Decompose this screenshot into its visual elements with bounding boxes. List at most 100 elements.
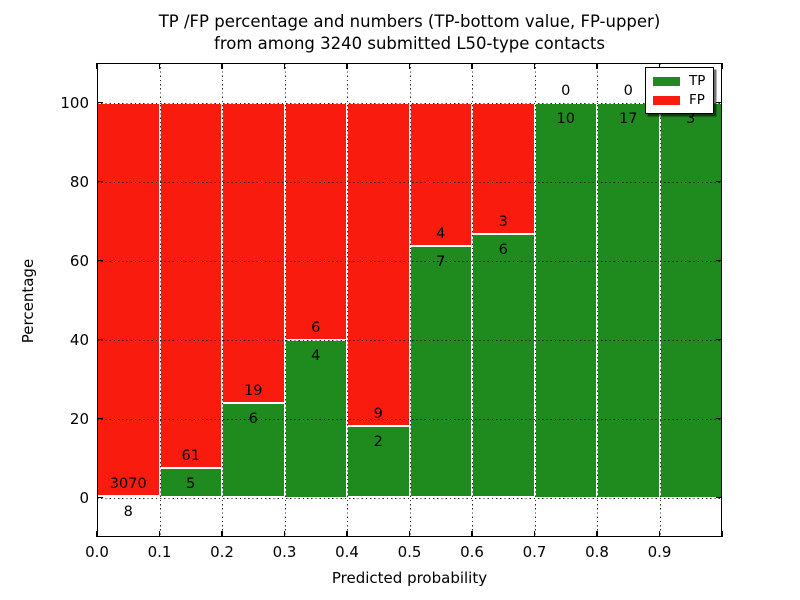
- bar-label-tp: 6: [248, 410, 258, 427]
- y-tick-mark-right: [716, 496, 722, 499]
- bar-label-fp: 0: [561, 82, 571, 99]
- y-tick-mark: [97, 417, 103, 420]
- y-tick-mark-right: [716, 338, 722, 341]
- y-tick-mark: [97, 259, 103, 262]
- plot-area: [97, 63, 722, 537]
- gridline-horizontal: [97, 497, 722, 499]
- x-tick-mark: [283, 531, 286, 537]
- y-tick-label: 0: [79, 488, 89, 507]
- y-tick-label: 40: [69, 330, 89, 349]
- gridline-horizontal: [97, 260, 722, 262]
- bar-label-tp: 2: [373, 433, 383, 450]
- bar-segment-tp: [534, 102, 597, 498]
- bar-label-tp: 3: [686, 110, 696, 127]
- gridline-vertical: [284, 63, 286, 537]
- bar-segment-tp: [597, 102, 660, 498]
- gridline-vertical: [222, 63, 223, 537]
- bar-label-fp: 6: [311, 319, 321, 336]
- x-tick-mark: [158, 531, 161, 537]
- legend-label-fp: FP: [689, 92, 705, 108]
- bar-group: [347, 63, 410, 537]
- y-tick-mark: [97, 338, 103, 341]
- x-tick-label: 0.7: [522, 543, 547, 561]
- x-tick-mark-top: [158, 63, 161, 69]
- bar-group: [534, 63, 597, 537]
- y-tick-label: 60: [69, 251, 89, 270]
- bar-label-tp: 6: [498, 242, 508, 259]
- bar-segment-fp: [97, 102, 160, 497]
- x-tick-label: 0.8: [585, 543, 609, 561]
- x-tick-mark: [471, 531, 473, 537]
- y-tick-mark-right: [716, 101, 722, 104]
- x-tick-mark: [721, 531, 723, 537]
- gridline-horizontal: [97, 102, 722, 104]
- gridline-vertical: [472, 63, 473, 537]
- bar-group: [284, 63, 347, 537]
- y-tick-mark-right: [716, 259, 722, 262]
- y-tick-mark-right: [716, 180, 722, 183]
- y-tick-label: 80: [69, 172, 89, 191]
- x-tick-label: 0.0: [85, 543, 109, 561]
- bar-label-fp: 19: [244, 382, 263, 399]
- bar-label-fp: 0: [623, 82, 633, 99]
- x-tick-label: 0.5: [397, 543, 422, 561]
- chart-title-line2: from among 3240 submitted L50-type conta…: [214, 34, 605, 53]
- x-tick-mark-top: [346, 63, 348, 69]
- bar-group: [159, 63, 222, 537]
- bar-group: [597, 63, 660, 537]
- bar-group: [472, 63, 535, 537]
- y-tick-mark: [97, 496, 103, 499]
- bar-segment-tp: [409, 246, 472, 498]
- x-tick-mark-top: [658, 63, 661, 69]
- bar-label-fp: 9: [373, 405, 383, 422]
- gridline-vertical: [534, 63, 536, 537]
- bar-label-fp: 3: [498, 214, 508, 231]
- bar-label-fp: 3070: [109, 476, 147, 493]
- bar-segment-tp: [347, 425, 410, 498]
- x-tick-label: 0.4: [335, 543, 359, 561]
- x-tick-label: 0.9: [647, 543, 672, 561]
- x-tick-mark-top: [596, 63, 598, 69]
- bar-label-fp: 4: [436, 226, 446, 243]
- x-tick-mark-top: [221, 63, 223, 69]
- x-tick-mark: [533, 531, 536, 537]
- bar-segment-fp: [284, 102, 347, 340]
- y-tick-label: 100: [60, 93, 89, 112]
- x-tick-mark-top: [721, 63, 723, 69]
- chart-title-line1: TP /FP percentage and numbers (TP-bottom…: [158, 12, 661, 31]
- bar-group: [222, 63, 285, 537]
- gridline-horizontal: [97, 181, 722, 183]
- x-tick-mark: [96, 531, 98, 537]
- bar-segment-fp: [409, 102, 472, 247]
- fp-legend-swatch-icon: [653, 95, 680, 105]
- x-tick-mark: [408, 531, 411, 537]
- chart-title: TP /FP percentage and numbers (TP-bottom…: [97, 11, 722, 55]
- legend-row-fp: FP: [653, 93, 706, 107]
- bar-segment-tp: [659, 102, 722, 498]
- bar-group: [97, 63, 160, 537]
- bar-segment-tp: [472, 234, 535, 498]
- bar-group: [659, 63, 722, 537]
- bar-label-tp: 8: [123, 504, 133, 521]
- x-tick-label: 0.3: [272, 543, 297, 561]
- bar-segment-fp: [222, 102, 285, 403]
- x-tick-label: 0.2: [210, 543, 234, 561]
- gridline-vertical: [159, 63, 161, 537]
- x-tick-mark: [658, 531, 661, 537]
- bar-label-tp: 4: [311, 347, 321, 364]
- bar-segment-tp: [159, 467, 222, 498]
- gridline-vertical: [347, 63, 348, 537]
- x-tick-mark: [346, 531, 348, 537]
- x-tick-mark-top: [408, 63, 411, 69]
- x-tick-mark: [221, 531, 223, 537]
- bar-segment-fp: [159, 102, 222, 468]
- y-tick-mark: [97, 180, 103, 183]
- bar-label-tp: 5: [186, 475, 196, 492]
- gridline-horizontal: [97, 339, 722, 341]
- x-tick-mark-top: [283, 63, 286, 69]
- y-tick-mark: [97, 101, 103, 104]
- gridline-vertical: [409, 63, 411, 537]
- tp-legend-swatch-icon: [653, 76, 680, 86]
- x-axis-label: Predicted probability: [331, 569, 488, 587]
